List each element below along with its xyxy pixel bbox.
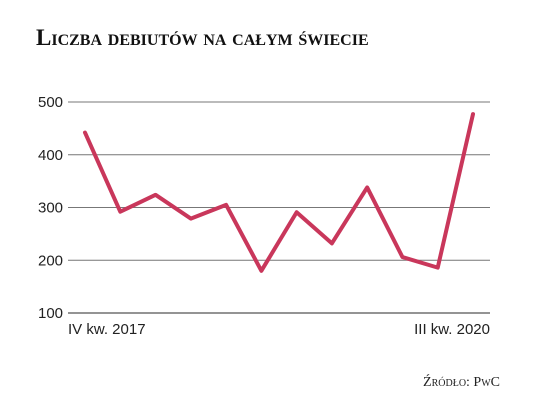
- y-tick-label: 100: [38, 305, 63, 322]
- chart-title: Liczba debiutów na całym świecie: [36, 25, 369, 50]
- source: Źródło: PwC: [423, 373, 500, 390]
- y-tick-label: 200: [38, 252, 63, 269]
- y-tick-label: 500: [38, 94, 63, 111]
- x-tick-label: III kw. 2020: [414, 321, 490, 338]
- y-tick-label: 400: [38, 147, 63, 164]
- data-line: [83, 112, 475, 273]
- x-tick-label: IV kw. 2017: [68, 321, 146, 338]
- y-tick-label: 300: [38, 200, 63, 217]
